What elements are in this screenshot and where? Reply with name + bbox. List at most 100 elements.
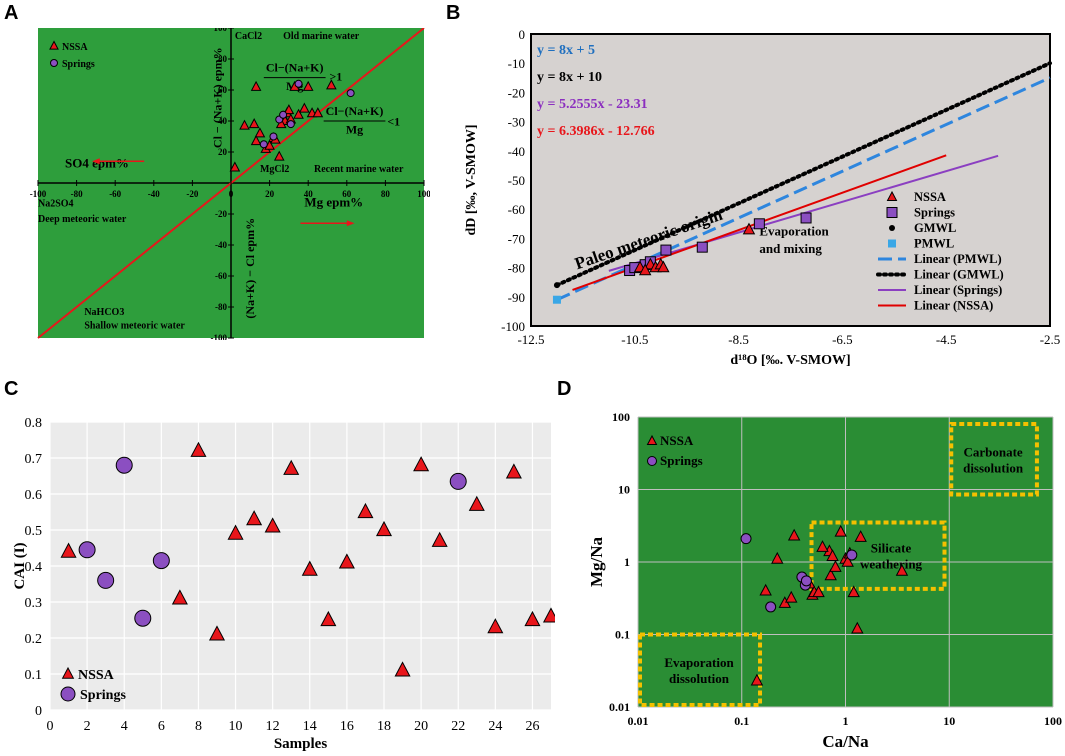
data-point-nssa-c	[357, 502, 374, 519]
box-carbonate-label: Carbonate	[963, 444, 1022, 459]
legend-marker-springs-c	[60, 686, 76, 702]
data-point-nssa-d	[750, 673, 764, 686]
data-point-nssa-a	[254, 127, 266, 138]
data-point-gmwl-b	[553, 282, 560, 289]
ratio-lt1: <1	[387, 115, 400, 129]
x-tick-label-a: -20	[186, 189, 198, 199]
chart-c: 00.10.20.30.40.50.60.70.80 2 4 6 8 10 12 14 16 18…	[12, 416, 555, 752]
data-point-nssa-a	[299, 102, 310, 113]
x-tick-label-c: 4	[121, 719, 128, 734]
legend-marker-gmwl-b	[889, 225, 895, 231]
data-point-springs-c	[134, 609, 152, 627]
data-point-nssa-c	[375, 520, 393, 537]
data-point-nssa-d	[824, 568, 837, 581]
legend-linear-pmwl-b: Linear (PMWL)	[914, 252, 1002, 266]
data-point-springs-b	[660, 244, 672, 256]
legend-linear-gmwl-b: Linear (GMWL)	[914, 268, 1004, 282]
legend-label-nssa-c: NSSA	[78, 668, 115, 683]
data-point-springs-c	[152, 552, 170, 570]
data-point-nssa-b	[742, 222, 756, 235]
panel-label-b: B	[446, 2, 461, 24]
legend-marker-springs-a	[50, 59, 58, 67]
y-tick-label-b: -50	[508, 173, 525, 188]
x-tick-label-d: 10	[943, 714, 955, 728]
data-point-springs-a	[346, 89, 355, 98]
x-tick-label-c: 22	[451, 719, 465, 734]
x-tick-label-c: 8	[195, 719, 202, 734]
x-tick-label-c: 24	[488, 719, 502, 734]
data-point-nssa-c	[320, 610, 337, 627]
x-tick-label-c: 26	[525, 719, 539, 734]
y-tick-label-b: -20	[508, 85, 525, 100]
box-evaporation-label: dissolution	[669, 671, 730, 686]
y-tick-label-a: -20	[215, 209, 227, 219]
y-tick-label-d: 0.1	[615, 628, 630, 642]
y-tick-label-a: -100	[211, 333, 228, 340]
data-point-nssa-d	[851, 621, 864, 634]
data-point-nssa-c	[227, 524, 244, 540]
data-point-nssa-a	[283, 104, 295, 115]
x-tick-label-d: 100	[1044, 714, 1062, 728]
y-tick-label-d: 10	[618, 483, 630, 497]
y-tick-label-a: 80	[218, 54, 228, 64]
y-tick-label-b: -60	[508, 202, 525, 217]
data-point-springs-d	[800, 575, 812, 587]
legend-marker-pmwl-b	[888, 239, 896, 248]
x-tick-label-b: -4.5	[936, 332, 957, 347]
x-axis-title-a: Mg epm%	[304, 194, 363, 209]
y-tick-label-a: 20	[218, 147, 228, 157]
data-point-nssa-c	[171, 589, 188, 605]
x-tick-label-a: 100	[417, 189, 430, 199]
x-tick-label-b: -2.5	[1040, 332, 1061, 347]
legend-marker-nssa-d	[646, 434, 658, 445]
data-point-nssa-c	[413, 456, 430, 472]
data-point-nssa-c	[246, 510, 263, 526]
y-tick-label-c: 0.6	[25, 488, 43, 503]
data-point-springs-a	[279, 110, 288, 119]
x-axis-title-b: d¹⁸O [‰. V-SMOW]	[730, 353, 850, 368]
data-point-nssa-a	[250, 80, 262, 91]
legend-label-nssa-d: NSSA	[660, 433, 694, 448]
data-point-nssa-d	[812, 585, 825, 598]
ratio-gt1: >1	[329, 70, 342, 84]
legend-label-springs-a: Springs	[62, 59, 95, 70]
line-gmwl	[554, 61, 1052, 288]
equation-3: y = 5.2555x - 23.31	[537, 97, 648, 112]
y-tick-label-d: 100	[612, 410, 630, 424]
data-point-springs-b	[696, 241, 708, 253]
x-tick-label-d: 0.01	[628, 714, 649, 728]
data-point-springs-c	[115, 456, 133, 474]
legend-label-springs-d: Springs	[660, 453, 703, 468]
y-tick-label-c: 0.8	[25, 416, 43, 431]
data-point-pmwl-b	[552, 295, 561, 304]
x-tick-label-c: 16	[340, 719, 354, 734]
box-silicate-label: weathering	[860, 557, 923, 572]
data-point-nssa-a	[239, 119, 250, 130]
data-point-nssa-c	[338, 553, 355, 569]
legend-pmwl-b: PMWL	[914, 237, 954, 251]
y-tick-label-c: 0.7	[25, 452, 43, 467]
data-point-nssa-d	[787, 528, 801, 541]
box-silicate	[809, 520, 947, 591]
ratio-num-lt: Cl−(Na+K)	[326, 104, 384, 118]
y-tick-label-d: 1	[624, 555, 630, 569]
legend-marker-springs-d	[647, 456, 657, 466]
data-point-nssa-d	[895, 563, 909, 576]
y-tick-label-c: 0.2	[25, 632, 43, 647]
data-point-nssa-d	[834, 524, 847, 537]
y-tick-label-c: 0.5	[25, 524, 43, 539]
chart-b: 0 -10 -20 -30 -40 -50 -60 -70 -80 -90 -100-12.5 -10…	[464, 27, 1061, 368]
y-tick-label-a: 60	[218, 85, 228, 95]
x-tick-label-a: 20	[265, 189, 275, 199]
data-point-nssa-a	[273, 150, 285, 161]
y-axis-title-c: CAI (I)	[12, 542, 28, 589]
x-tick-label-a: -80	[71, 189, 83, 199]
x-tick-label-d: 0.1	[734, 714, 749, 728]
y-tick-label-c: 0.4	[25, 560, 43, 575]
panel-label-a: A	[4, 2, 19, 24]
data-point-nssa-d	[847, 585, 860, 598]
data-point-nssa-c	[505, 463, 522, 479]
so4-arrowhead	[92, 158, 100, 165]
chart-d: 0.01 0.1 1 10 100 100 10 1 0.1 0.01 Ca/Na Mg/Na Carb…	[587, 410, 1062, 751]
annot-na2so4: Na2SO4	[38, 198, 74, 209]
